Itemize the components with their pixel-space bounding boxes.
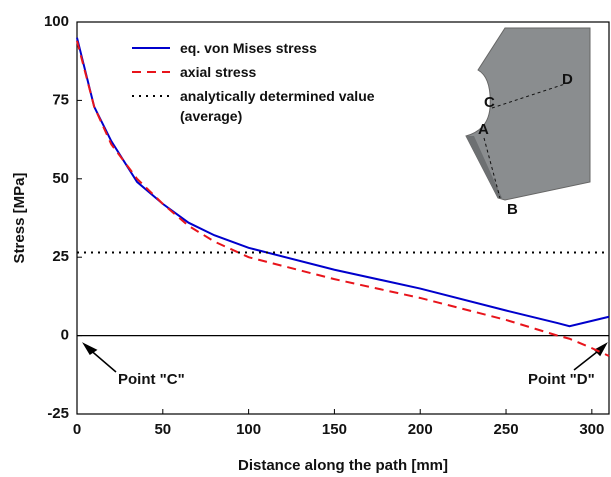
y-tick-label: 75 — [52, 91, 69, 108]
annotation: Point "C" — [118, 371, 185, 388]
inset-label: C — [484, 94, 495, 111]
y-tick-label: 50 — [52, 170, 69, 187]
legend-label: analytically determined value (average) — [180, 88, 375, 124]
x-tick-label: 100 — [236, 421, 261, 438]
inset-label: A — [478, 121, 489, 138]
y-tick-label: 100 — [44, 13, 69, 30]
y-axis-label: Stress [MPa] — [11, 173, 28, 264]
annotation: Point "D" — [528, 371, 595, 388]
x-tick-label: 50 — [154, 421, 171, 438]
legend-label: eq. von Mises stress — [180, 40, 317, 56]
legend-label: axial stress — [180, 64, 257, 80]
x-axis-label: Distance along the path [mm] — [238, 457, 448, 474]
plot-frame — [76, 21, 610, 415]
arrows — [82, 342, 608, 373]
x-tick-label: 150 — [322, 421, 347, 438]
x-tick-label: 300 — [579, 421, 604, 438]
inset-label: D — [562, 71, 573, 88]
inset-face — [466, 136, 502, 198]
inset-label: B — [507, 201, 518, 218]
inset — [465, 27, 591, 201]
inset-path — [491, 83, 566, 109]
x-tick-label: 0 — [73, 421, 81, 438]
x-tick-label: 200 — [408, 421, 433, 438]
y-tick-label: 25 — [52, 248, 69, 265]
inset-shape — [465, 27, 591, 201]
y-tick-label: 0 — [61, 327, 69, 344]
x-tick-label: 250 — [494, 421, 519, 438]
series-line — [76, 40, 610, 357]
inset-path — [483, 137, 501, 199]
y-tick-label: -25 — [47, 405, 69, 422]
